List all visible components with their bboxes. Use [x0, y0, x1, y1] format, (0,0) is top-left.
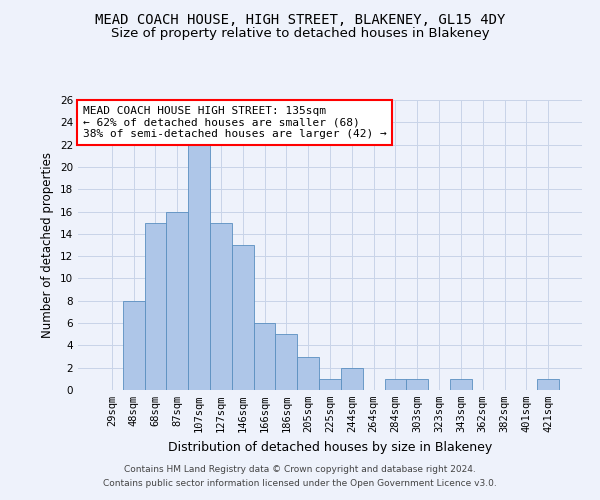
- Text: MEAD COACH HOUSE HIGH STREET: 135sqm
← 62% of detached houses are smaller (68)
3: MEAD COACH HOUSE HIGH STREET: 135sqm ← 6…: [83, 106, 387, 139]
- Bar: [188, 144, 210, 390]
- Y-axis label: Number of detached properties: Number of detached properties: [41, 152, 55, 338]
- Bar: [406, 379, 428, 390]
- Bar: [232, 245, 254, 390]
- Text: Size of property relative to detached houses in Blakeney: Size of property relative to detached ho…: [110, 28, 490, 40]
- Bar: [297, 356, 319, 390]
- Bar: [385, 379, 406, 390]
- Bar: [210, 222, 232, 390]
- X-axis label: Distribution of detached houses by size in Blakeney: Distribution of detached houses by size …: [168, 440, 492, 454]
- Bar: [145, 222, 166, 390]
- Bar: [450, 379, 472, 390]
- Bar: [319, 379, 341, 390]
- Bar: [123, 301, 145, 390]
- Bar: [166, 212, 188, 390]
- Text: Contains HM Land Registry data © Crown copyright and database right 2024.
Contai: Contains HM Land Registry data © Crown c…: [103, 466, 497, 487]
- Bar: [254, 323, 275, 390]
- Bar: [341, 368, 363, 390]
- Text: MEAD COACH HOUSE, HIGH STREET, BLAKENEY, GL15 4DY: MEAD COACH HOUSE, HIGH STREET, BLAKENEY,…: [95, 12, 505, 26]
- Bar: [537, 379, 559, 390]
- Bar: [275, 334, 297, 390]
